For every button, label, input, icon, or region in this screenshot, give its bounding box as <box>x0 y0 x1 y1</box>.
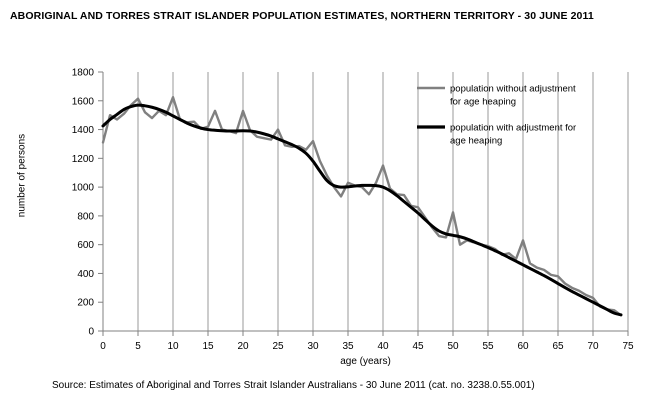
legend-label: age heaping <box>450 136 502 147</box>
y-axis-tick-label: 0 <box>88 327 94 338</box>
y-axis-tick-label: 600 <box>77 240 94 251</box>
x-axis-tick-label: 25 <box>272 341 284 352</box>
x-axis-tick-label: 20 <box>237 341 249 352</box>
x-axis-tick-label: 45 <box>412 341 424 352</box>
y-axis-ticks-group: 0 200 400 600 800 1000 1200 1400 1600 1800 <box>72 68 103 338</box>
x-axis-tick-label: 15 <box>202 341 214 352</box>
y-axis-tick-label: 1600 <box>72 96 95 107</box>
gridlines-group <box>102 72 629 331</box>
x-axis-ticks-group: 0 5 10 15 20 25 30 35 40 45 50 55 60 65 70 75 <box>100 331 634 352</box>
legend-label: for age heaping <box>450 97 516 108</box>
x-axis-tick-label: 35 <box>342 341 354 352</box>
y-axis-tick-label: 400 <box>77 269 94 280</box>
x-axis-tick-label: 0 <box>100 341 106 352</box>
series-line-adjusted <box>101 103 623 317</box>
x-axis-tick-label: 70 <box>587 341 599 352</box>
legend-label: population with adjustment for <box>450 123 576 134</box>
y-axis-tick-label: 1000 <box>72 183 95 194</box>
source-note: Source: Estimates of Aboriginal and Torr… <box>52 380 535 391</box>
x-axis-tick-label: 30 <box>307 341 319 352</box>
y-axis-tick-label: 1200 <box>72 154 95 165</box>
x-axis-tick-label: 10 <box>167 341 179 352</box>
y-axis-tick-label: 1400 <box>72 125 95 136</box>
x-axis-tick-label: 65 <box>552 341 564 352</box>
chart-title: ABORIGINAL AND TORRES STRAIT ISLANDER PO… <box>10 10 594 22</box>
x-axis-tick-label: 40 <box>377 341 389 352</box>
x-axis-tick-label: 50 <box>447 341 459 352</box>
x-axis-title: age (years) <box>340 356 391 367</box>
x-axis-tick-label: 55 <box>482 341 494 352</box>
x-axis-tick-label: 75 <box>622 341 634 352</box>
legend-label: population without adjustment <box>450 84 576 95</box>
x-axis-tick-label: 5 <box>135 341 141 352</box>
series-line-unadjusted <box>101 95 623 317</box>
legend: population without adjustment for age hea… <box>417 84 576 147</box>
y-axis-tick-label: 200 <box>77 298 94 309</box>
y-axis-tick-label: 1800 <box>72 68 95 79</box>
y-axis-tick-label: 800 <box>77 211 94 222</box>
x-axis-tick-label: 60 <box>517 341 529 352</box>
